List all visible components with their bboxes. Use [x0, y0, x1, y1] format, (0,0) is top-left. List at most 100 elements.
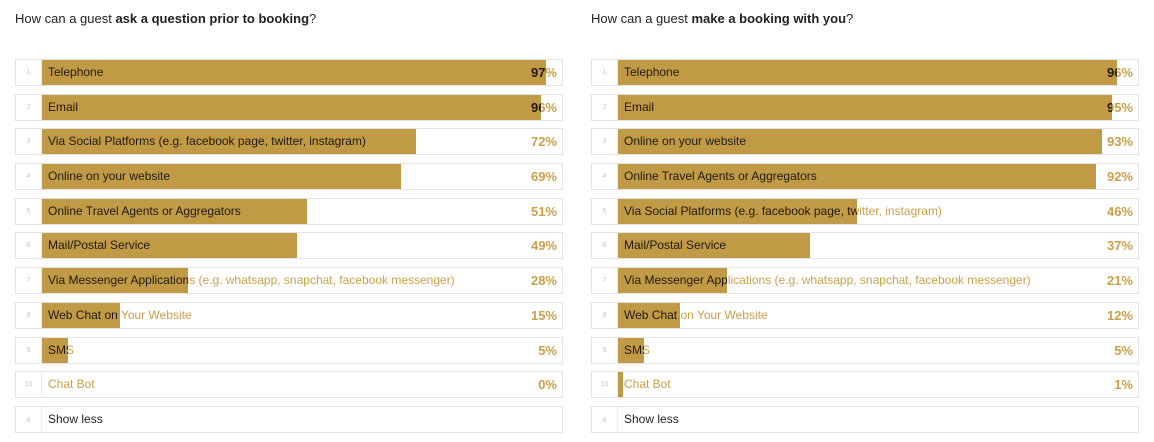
caret-up-icon: ∧	[16, 406, 42, 432]
bar-value-label: 5%	[538, 342, 557, 358]
bar-inner: Via Messenger Applications (e.g. whatsap…	[42, 268, 188, 293]
chart-rows: 1Telephone96%Telephone96%2Email95%Email9…	[591, 59, 1139, 441]
bar-row: 2Email95%Email95%	[591, 93, 1139, 121]
bar-label: Chat Bot	[48, 377, 95, 392]
bar-row: 7 Via Messenger Applications (e.g. whatsa…	[591, 267, 1139, 295]
chart-rows: 1Telephone97%Telephone97%2Email96%Email9…	[15, 59, 563, 441]
rank-number: 6	[16, 233, 42, 259]
bar-track: Online Travel Agents or Aggregators51%On…	[42, 198, 562, 224]
bar: Online on your website93%	[618, 129, 1102, 155]
rank-number: 6	[592, 233, 618, 259]
bar-inner: Mail/Postal Service37%	[618, 233, 810, 258]
bar-value-label: 21%	[1106, 273, 1133, 289]
bar-value-label: 28%	[530, 273, 557, 289]
rank-number: 1	[592, 60, 618, 85]
bar: Mail/Postal Service37%	[618, 233, 810, 259]
bar-track: Via Social Platforms (e.g. facebook page…	[42, 129, 562, 155]
rank-number: 4	[592, 164, 618, 190]
bar-value-on-bar: 96%	[1106, 65, 1117, 80]
bar-value-label: 46%	[1106, 203, 1133, 219]
bar-row: 1Telephone96%Telephone96%	[591, 59, 1139, 86]
bar-inner: Online on your website69%	[42, 164, 401, 189]
bar-track: Email 96%Email 96%	[42, 94, 562, 120]
show-less-label[interactable]: Show less	[624, 411, 679, 426]
bar-value-label: 95%	[1106, 99, 1133, 115]
rank-number: 4	[16, 164, 42, 190]
rank-number: 8	[592, 302, 618, 328]
bar-value-label: 0%	[538, 377, 557, 393]
show-less-track: Show less	[42, 407, 562, 432]
bar-row: 4Online Travel Agents or Aggregators92%O…	[591, 163, 1139, 191]
bar-label-on-bar: Telephone	[48, 65, 104, 79]
bar-inner: Telephone 96%	[618, 60, 1117, 85]
show-less-track: Show less	[618, 407, 1138, 432]
rank-number: 10	[592, 372, 618, 398]
bar-label-on-bar: Web Chat on Your Website	[624, 307, 680, 322]
bar-track: Telephone 97%Telephone 97%	[42, 60, 562, 85]
rank-number: 7	[16, 268, 42, 294]
bar: Email 96%	[42, 94, 541, 120]
bar: Mail/Postal Service49%	[42, 233, 297, 259]
bar-value-on-bar: 96%	[530, 99, 541, 115]
bar-value-label: 69%	[530, 169, 557, 185]
bar-label-on-bar: Mail/Postal Service	[624, 238, 727, 253]
bar-row: 4Online on your website69%Online on your…	[15, 163, 563, 191]
bar-label: Chat Bot	[624, 377, 671, 392]
bar-value-label: 37%	[1106, 238, 1133, 254]
bar-value-label: 49%	[530, 238, 557, 254]
bar-label-on-bar: Online on your website	[48, 169, 171, 184]
bar-inner: Online Travel Agents or Aggregators92%	[618, 164, 1096, 189]
rank-number: 5	[16, 198, 42, 224]
bar: SMS5%	[42, 337, 68, 363]
bar: Via Messenger Applications (e.g. whatsap…	[618, 268, 727, 294]
show-less-button[interactable]: ∧ Show less	[591, 405, 1139, 433]
bar-label-on-bar: Via Social Platforms (e.g. facebook page…	[624, 203, 857, 218]
bar-track: Online on your website69%Online on your …	[42, 164, 562, 190]
rank-number: 5	[592, 198, 618, 224]
rank-number: 8	[16, 302, 42, 328]
bar-inner: Via Social Platforms (e.g. facebook page…	[618, 199, 857, 224]
bar-track: SMS5%SMS5%	[618, 337, 1138, 363]
bar-row: 5Online Travel Agents or Aggregators51%O…	[15, 197, 563, 225]
bar-value-label: 93%	[1106, 134, 1133, 150]
bar: Via Social Platforms (e.g. facebook page…	[42, 129, 416, 155]
bar-row: 5 Via Social Platforms (e.g. facebook pag…	[591, 197, 1139, 225]
bar-inner: Via Social Platforms (e.g. facebook page…	[42, 129, 416, 154]
show-less-label[interactable]: Show less	[48, 411, 103, 426]
bar: Email 95%	[618, 94, 1112, 120]
bar-label-on-bar: Mail/Postal Service	[48, 238, 151, 253]
chart-title: How can a guest make a booking with you?	[591, 11, 854, 26]
bar-inner: Via Messenger Applications (e.g. whatsap…	[618, 268, 727, 293]
bar: Online Travel Agents or Aggregators92%	[618, 164, 1096, 190]
bar-label-on-bar: Via Messenger Applications (e.g. whatsap…	[624, 273, 727, 288]
bar-value-label: 1%	[1114, 377, 1133, 393]
bar-inner: SMS5%	[42, 338, 68, 363]
bar-track: Via Social Platforms (e.g. facebook page…	[618, 198, 1138, 224]
bar-row: 7 Via Messenger Applications (e.g. whatsa…	[15, 267, 563, 295]
bar-label-on-bar: Online on your website	[624, 134, 747, 149]
bar-track: Email 95%Email 95%	[618, 94, 1138, 120]
rank-number: 3	[592, 129, 618, 155]
rank-number: 7	[592, 268, 618, 294]
caret-up-icon: ∧	[592, 406, 618, 432]
bar-label-on-bar: Online Travel Agents or Aggregators	[624, 169, 817, 184]
bar-track: Telephone 96%Telephone 96%	[618, 60, 1138, 85]
bar-value-on-bar: 97%	[530, 65, 546, 80]
bar: Online Travel Agents or Aggregators51%	[42, 198, 307, 224]
bar-label-on-bar: Email	[624, 99, 655, 114]
show-less-button[interactable]: ∧ Show less	[15, 405, 563, 433]
bar-value-label: 15%	[530, 307, 557, 323]
bar-track: Online Travel Agents or Aggregators92%On…	[618, 164, 1138, 190]
bar: Online on your website69%	[42, 164, 401, 190]
bar-label-on-bar: Online Travel Agents or Aggregators	[48, 203, 241, 218]
bar-label-on-bar: Email	[48, 99, 79, 114]
